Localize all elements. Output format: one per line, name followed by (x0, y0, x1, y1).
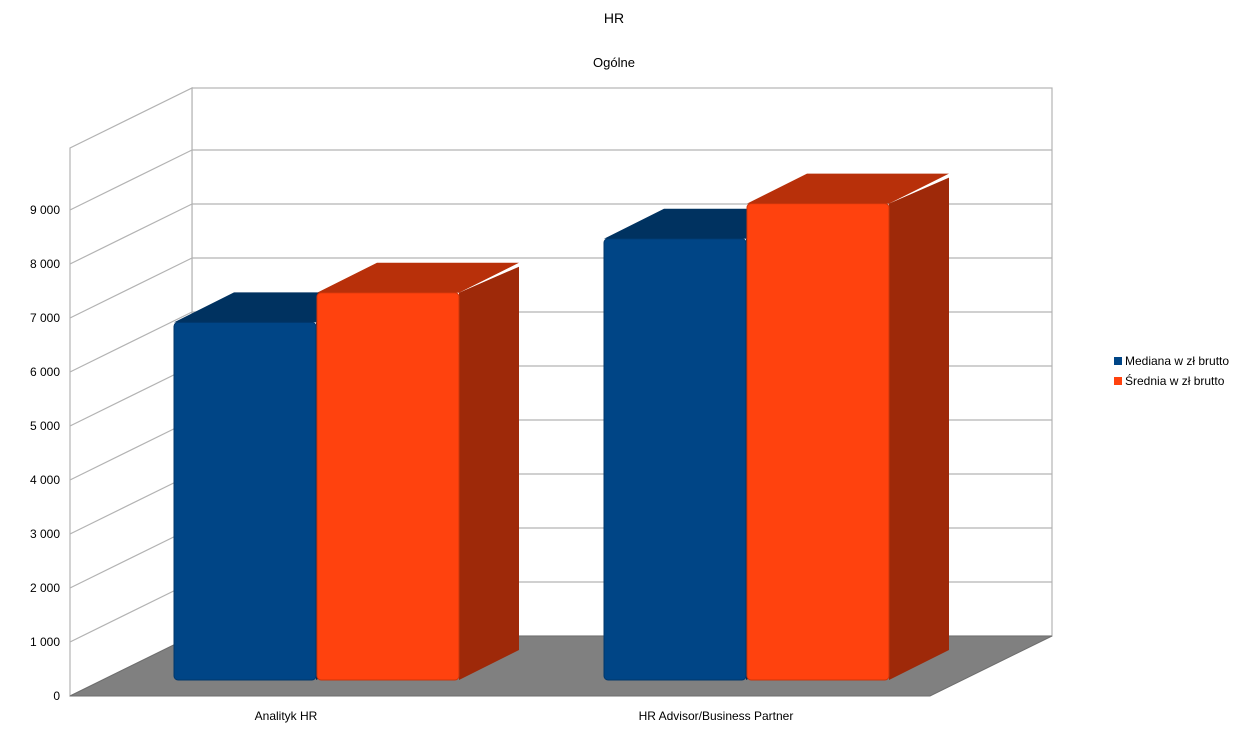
grid-line-side (69, 311, 193, 373)
y-tick-label: 5 000 (30, 419, 60, 433)
legend: Mediana w zł brutto Średnia w zł brutto (1114, 351, 1229, 391)
y-tick-label: 6 000 (30, 365, 60, 379)
grid-line-side (69, 365, 193, 427)
grid-line-side (69, 527, 193, 589)
chart-subtitle: Ogólne (593, 55, 635, 70)
bars (173, 173, 949, 681)
x-tick-label: HR Advisor/Business Partner (639, 709, 794, 723)
y-tick-label: 1 000 (30, 635, 60, 649)
legend-swatch (1114, 357, 1122, 365)
legend-item: Średnia w zł brutto (1114, 371, 1229, 391)
bar (316, 292, 460, 681)
y-tick-label: 7 000 (30, 311, 60, 325)
bar-top (747, 173, 949, 204)
bar-side (889, 177, 949, 680)
grid-line-side (69, 203, 193, 265)
bar (746, 203, 890, 681)
bar (603, 238, 747, 681)
grid-line-side (69, 581, 193, 643)
bar-side (459, 266, 519, 680)
grid-line-side (69, 473, 193, 535)
y-tick-label: 3 000 (30, 527, 60, 541)
grid-line-side (69, 149, 193, 211)
grid-line-side (69, 257, 193, 319)
bar (173, 321, 317, 681)
y-tick-label: 0 (53, 689, 60, 703)
chart-title: HR (604, 10, 624, 26)
y-tick-label: 9 000 (30, 203, 60, 217)
legend-label: Mediana w zł brutto (1125, 354, 1230, 368)
y-tick-label: 4 000 (30, 473, 60, 487)
bar-top (317, 262, 519, 293)
x-tick-label: Analityk HR (255, 709, 318, 723)
legend-swatch (1114, 377, 1122, 385)
y-tick-label: 8 000 (30, 257, 60, 271)
grid-line-side (69, 419, 193, 481)
y-tick-label: 2 000 (30, 581, 60, 595)
legend-item: Mediana w zł brutto (1114, 351, 1229, 371)
legend-label: Średnia w zł brutto (1125, 374, 1225, 388)
axis-labels: 0 1 000 2 000 3 000 4 000 5 000 6 000 7 000 8 00… (30, 203, 793, 723)
